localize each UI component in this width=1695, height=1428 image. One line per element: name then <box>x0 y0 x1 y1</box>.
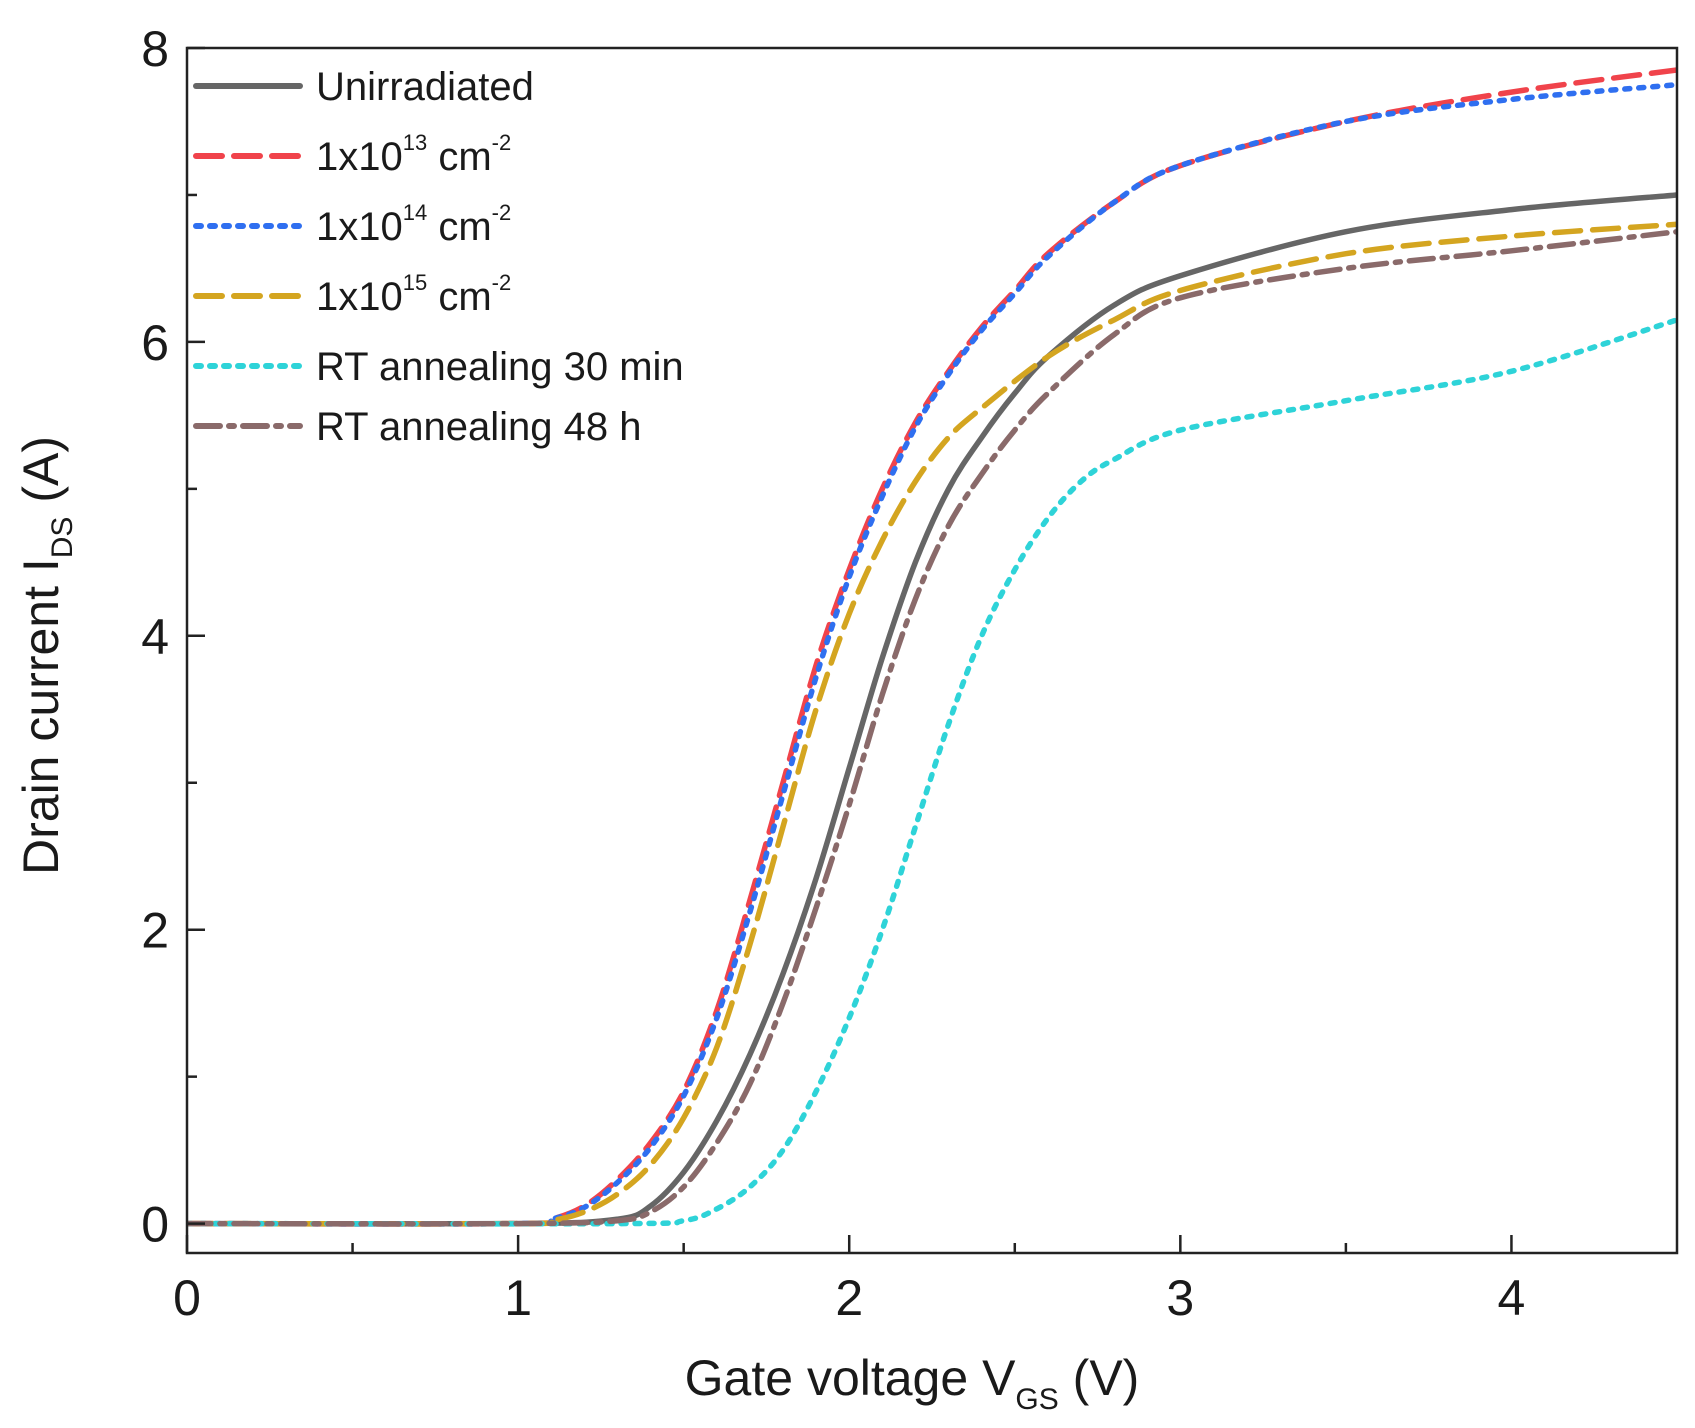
series-line-4 <box>187 221 1677 1227</box>
x-axis-title-unit: (V) <box>1059 1350 1140 1406</box>
legend-label-2: 1x1013 cm-2 <box>316 130 511 179</box>
series-line-5 <box>187 317 1677 1227</box>
y-axis-title-main: Drain current I <box>13 558 69 875</box>
x-tick-label: 0 <box>173 1270 201 1326</box>
y-axis: 0 2 4 6 8 <box>141 21 205 1253</box>
legend-label-5: RT annealing 30 min <box>316 345 684 389</box>
y-axis-title-unit: (A) <box>13 436 69 517</box>
plot-area-frame <box>185 46 1679 1255</box>
legend-label-3: 1x1014 cm-2 <box>316 200 511 249</box>
y-tick-label: 2 <box>141 903 169 959</box>
series-line-1 <box>187 192 1677 1227</box>
x-tick-label: 2 <box>835 1270 863 1326</box>
x-axis-title-main: Gate voltage V <box>685 1350 1016 1406</box>
series-line-2 <box>187 67 1677 1227</box>
y-axis-title: Drain current IDS (A) <box>13 436 79 875</box>
y-tick-label: 4 <box>141 609 169 665</box>
legend-label-6: RT annealing 48 h <box>316 405 641 449</box>
legend-label-4: 1x1015 cm-2 <box>316 270 511 319</box>
x-axis-title: Gate voltage VGS (V) <box>685 1350 1140 1416</box>
x-tick-label: 1 <box>504 1270 532 1326</box>
series-line-3 <box>187 81 1677 1227</box>
x-tick-label: 4 <box>1498 1270 1526 1326</box>
y-tick-label: 8 <box>141 21 169 77</box>
y-tick-label: 6 <box>141 315 169 371</box>
legend: Unirradiated 1x1013 cm-2 1x1014 cm-2 1x1015… <box>193 65 684 449</box>
series-layer <box>187 67 1677 1227</box>
legend-label-1: Unirradiated <box>316 65 534 109</box>
x-tick-label: 3 <box>1166 1270 1194 1326</box>
x-axis-title-subscript: GS <box>1015 1383 1058 1416</box>
series-line-6 <box>187 228 1677 1227</box>
y-tick-label: 0 <box>141 1197 169 1253</box>
x-axis: 0 1 2 3 4 <box>173 1235 1525 1326</box>
y-axis-title-subscript: DS <box>46 517 79 559</box>
